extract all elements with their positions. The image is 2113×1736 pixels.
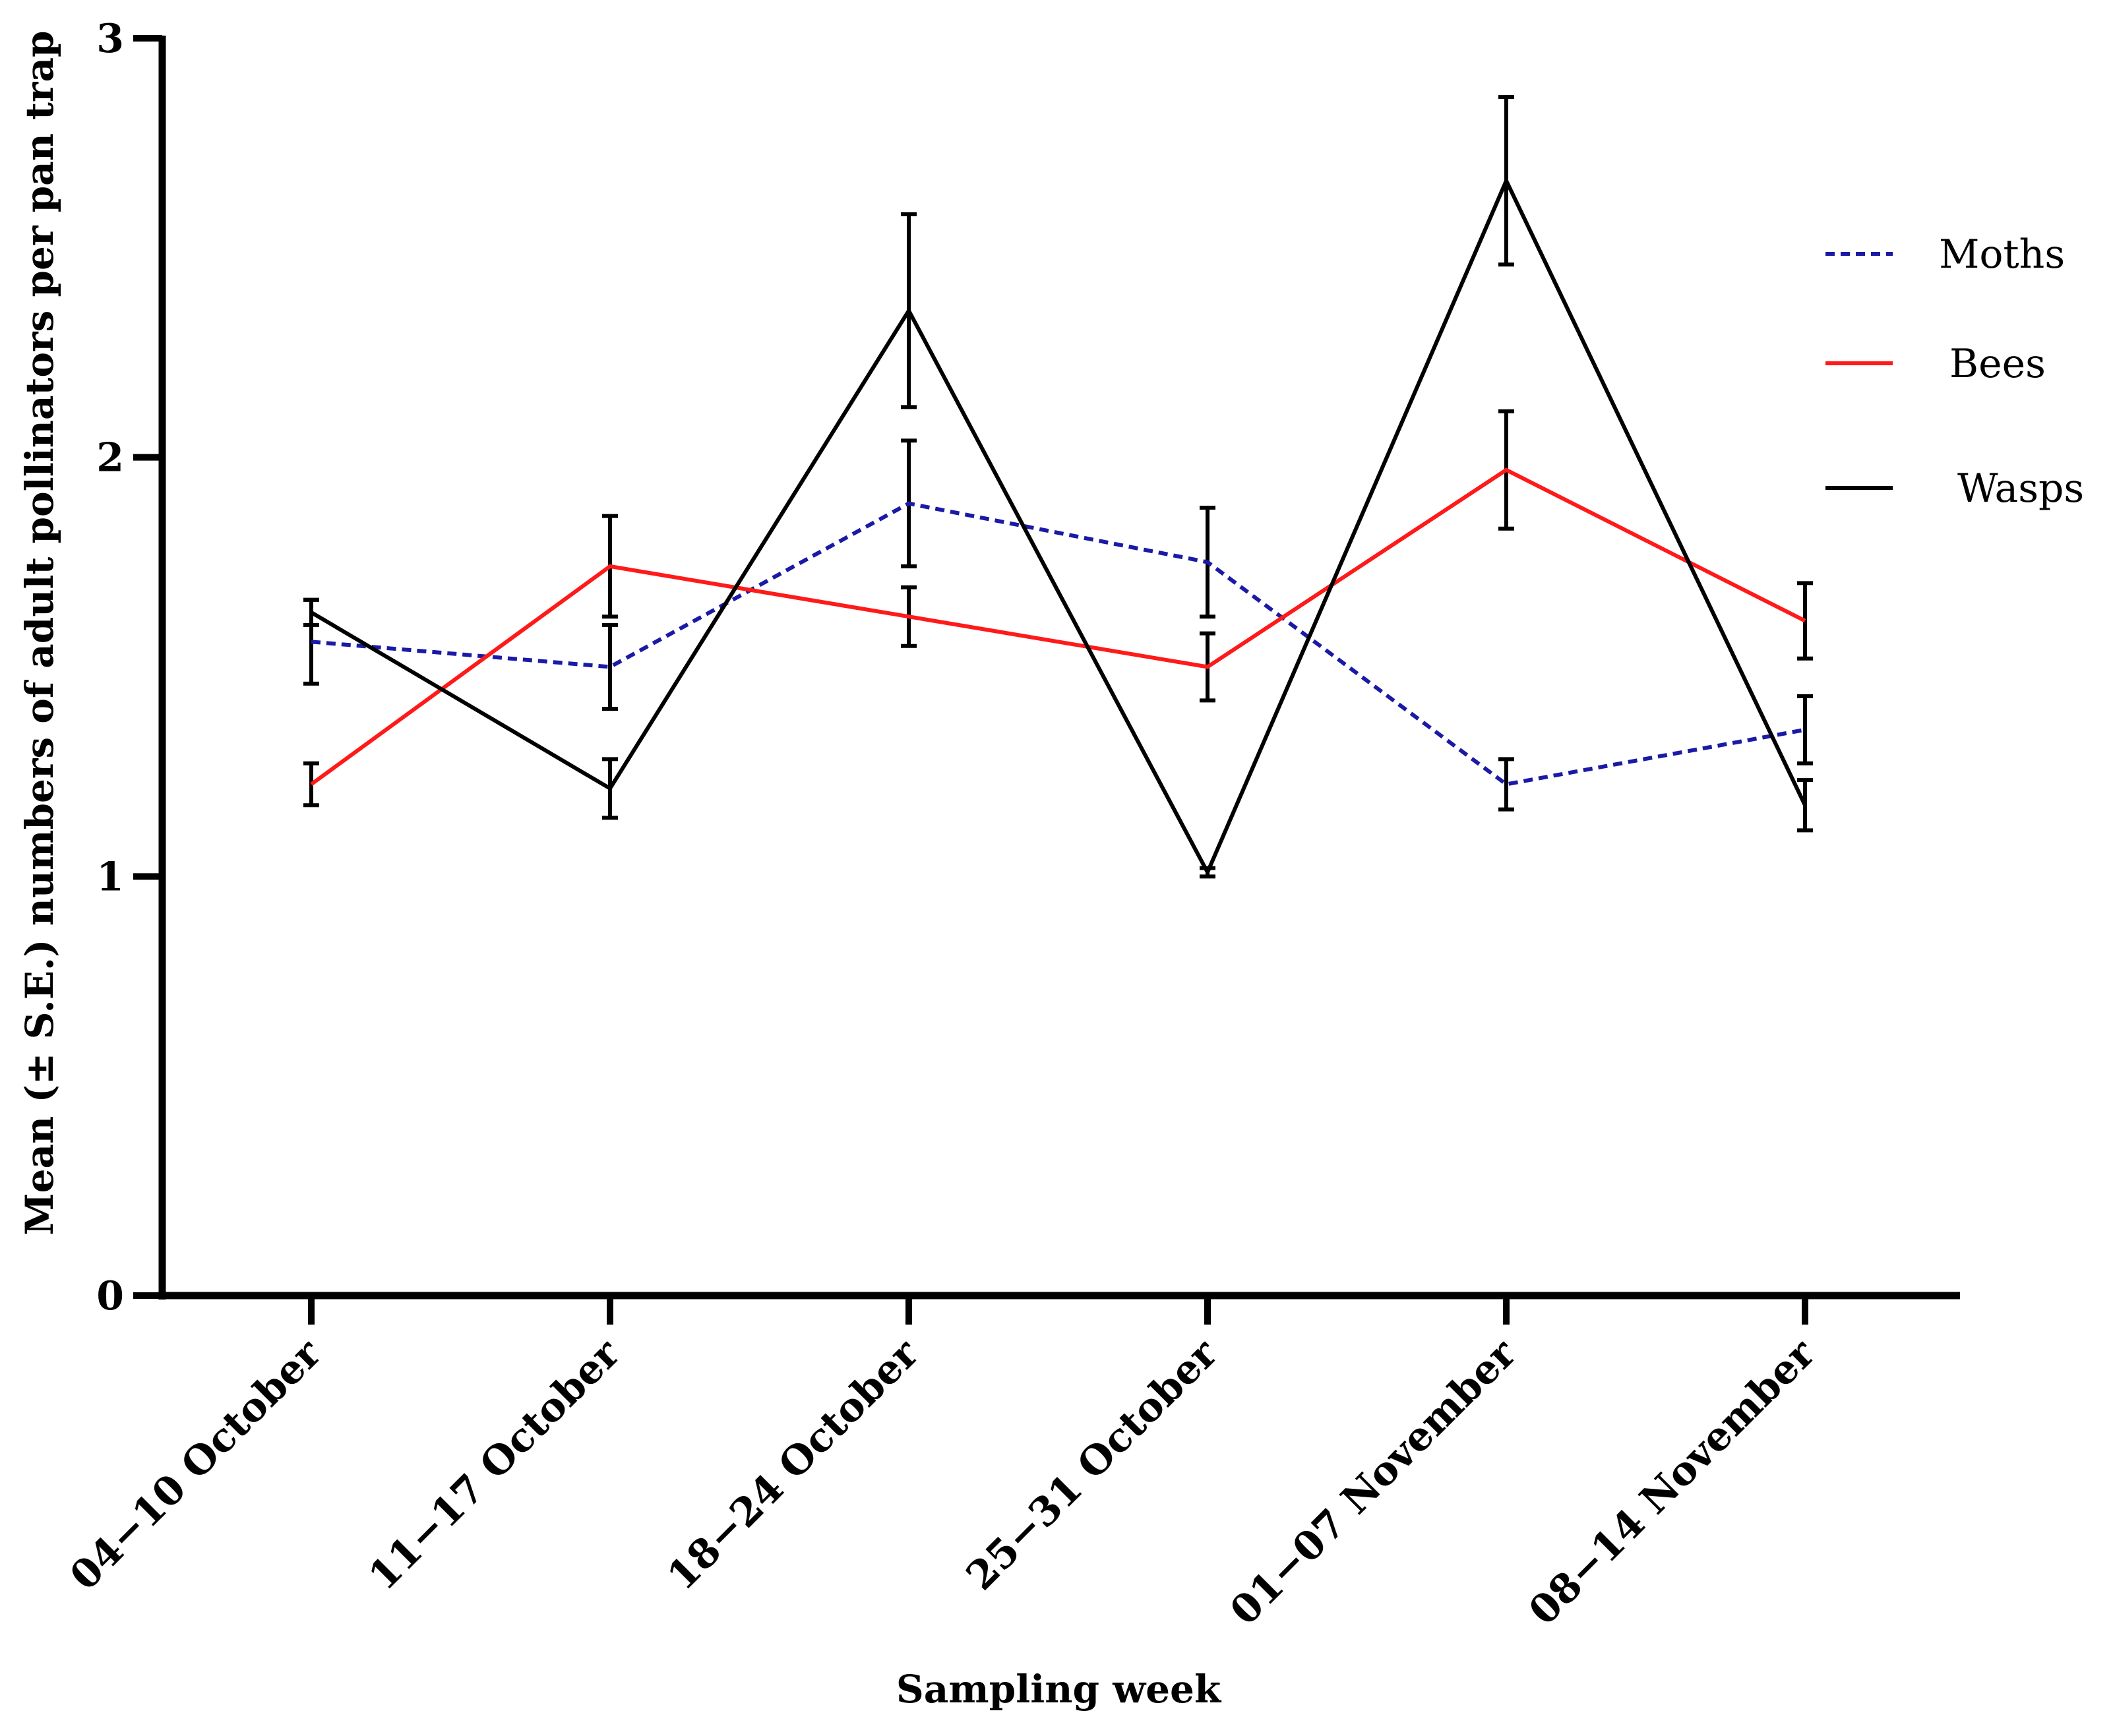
y-tick-label: 1 — [96, 854, 124, 900]
legend-item-moths: Moths — [1825, 231, 2065, 278]
series-wasps — [303, 94, 1813, 879]
x-tick-label: 01−07 November — [1221, 1330, 1526, 1634]
series-layer — [303, 94, 1813, 879]
x-axis-title: Sampling week — [896, 1667, 1222, 1712]
y-tick-label: 3 — [96, 16, 124, 62]
x-tick-label: 04−10 October — [61, 1330, 331, 1600]
x-tick-label: 18−24 October — [659, 1330, 929, 1600]
series-line-bees — [310, 467, 1806, 786]
legend: Moths Bees Wasps — [1825, 231, 2084, 512]
y-tick-label: 0 — [96, 1273, 124, 1319]
series-line-wasps — [310, 175, 1807, 877]
legend-item-bees: Bees — [1825, 341, 2046, 387]
series-line-moths — [311, 501, 1806, 787]
axis-titles: Mean (± S.E.) numbers of adult pollinato… — [17, 30, 1222, 1712]
y-axis-title: Mean (± S.E.) numbers of adult pollinato… — [17, 30, 62, 1235]
legend-label: Moths — [1939, 231, 2065, 278]
y-tick-label: 2 — [96, 435, 124, 481]
x-tick-label: 08−14 November — [1520, 1330, 1825, 1634]
legend-label: Bees — [1949, 341, 2046, 387]
x-tick-label: 11−17 October — [360, 1330, 630, 1600]
series-bees — [303, 409, 1813, 808]
legend-item-wasps: Wasps — [1825, 465, 2084, 512]
axes: 0 1 2 3 04−10 October 11−17 October 18−24 Octo… — [61, 16, 1960, 1634]
legend-label: Wasps — [1957, 465, 2084, 512]
x-tick-label: 25−31 October — [958, 1330, 1227, 1600]
